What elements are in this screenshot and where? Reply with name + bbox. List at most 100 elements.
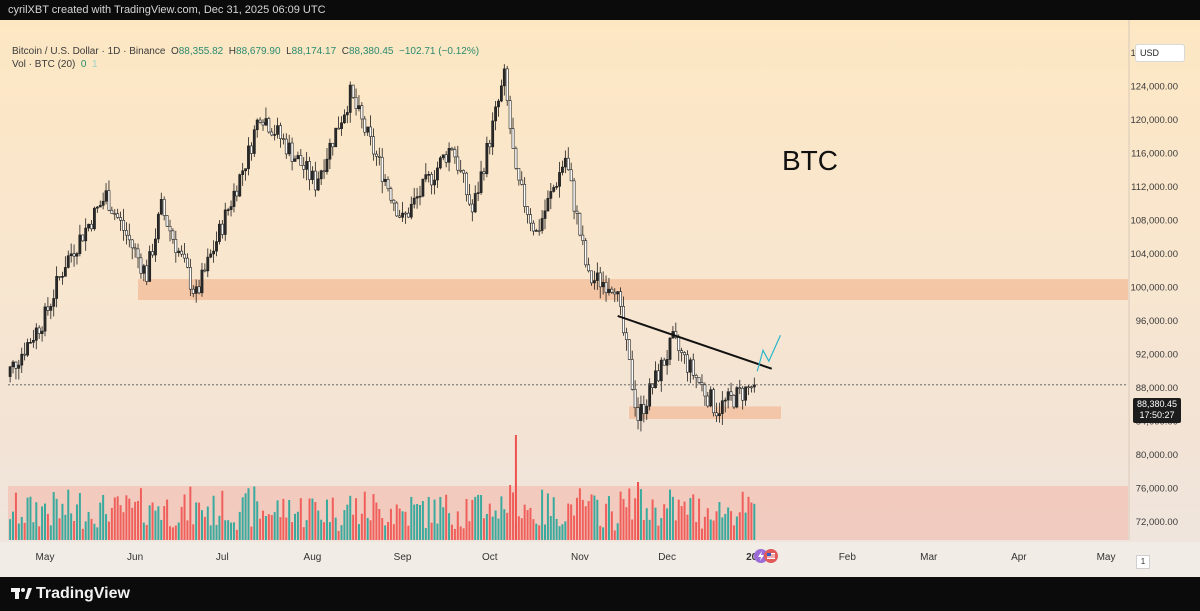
candle-body: [72, 253, 76, 257]
volume-bar: [253, 486, 256, 540]
candle-body: [345, 112, 349, 116]
candle-body: [732, 395, 736, 408]
candle-body: [636, 407, 640, 421]
candle-body: [279, 125, 282, 139]
candle-body: [456, 156, 460, 171]
volume-bar: [267, 514, 270, 540]
volume-bar: [285, 517, 288, 540]
volume-bar: [70, 513, 73, 540]
projection-path: [756, 334, 782, 372]
volume-bar: [622, 498, 625, 540]
candle-body: [354, 97, 358, 110]
candle-body: [715, 412, 718, 417]
volume-bar: [459, 526, 462, 540]
candle-body: [561, 166, 564, 173]
candle-body: [87, 223, 91, 229]
volume-bar: [413, 504, 416, 540]
candle-body: [43, 306, 47, 332]
volume-bar: [549, 515, 552, 540]
candle-body: [712, 389, 716, 414]
currency-label[interactable]: USD: [1135, 44, 1185, 62]
volume-bar: [110, 507, 113, 540]
candle-body: [723, 399, 727, 402]
candle-body: [232, 190, 236, 207]
candle-body: [424, 174, 428, 180]
volume-bar: [439, 496, 442, 540]
volume-bar: [122, 512, 125, 540]
volume-bar: [433, 499, 436, 540]
candle-body: [343, 114, 346, 124]
candle-body: [517, 167, 521, 181]
volume-bar: [73, 520, 76, 540]
candle-body: [351, 84, 355, 98]
x-tick-label: May: [36, 552, 55, 563]
volume-bar: [512, 492, 515, 540]
x-tick-label: Feb: [839, 552, 857, 563]
volume-bar: [741, 491, 744, 540]
chart-area[interactable]: 72,000.0076,000.0080,000.0084,000.0088,0…: [0, 20, 1200, 577]
candle-body: [444, 154, 448, 163]
volume-bar: [424, 528, 427, 540]
volume-bar: [730, 511, 733, 540]
high-value: 88,679.90: [236, 46, 281, 57]
volume-bar: [689, 498, 692, 540]
candle-body: [23, 353, 27, 356]
volume-bar: [378, 508, 381, 540]
candle-body: [159, 199, 163, 215]
candle-body: [273, 134, 277, 136]
candle-body: [741, 387, 745, 401]
us-flag-icon[interactable]: [764, 549, 778, 563]
candle-body: [389, 188, 393, 201]
candle-body: [677, 337, 681, 351]
volume-bar: [581, 499, 584, 540]
price-chart[interactable]: 72,000.0076,000.0080,000.0084,000.0088,0…: [0, 20, 1200, 577]
volume-bar: [192, 524, 195, 540]
volume-bar: [163, 506, 166, 540]
volume-bar: [84, 521, 87, 540]
scale-mode-button[interactable]: 1: [1136, 555, 1150, 569]
event-markers[interactable]: [754, 549, 788, 565]
candle-body: [468, 194, 471, 205]
y-tick-label: 92,000.00: [1136, 350, 1178, 361]
volume-bar: [538, 525, 541, 540]
candle-body: [386, 178, 390, 189]
volume-bar: [215, 524, 218, 540]
volume-bar: [535, 523, 538, 540]
volume-bar: [666, 508, 669, 540]
volume-bar: [744, 512, 747, 540]
volume-bar: [360, 513, 363, 540]
volume-bar: [166, 499, 169, 540]
y-tick-label: 80,000.00: [1136, 450, 1178, 461]
candle-body: [235, 190, 239, 197]
candle-body: [11, 361, 15, 368]
candle-body: [485, 143, 489, 175]
volume-bar: [404, 511, 407, 540]
volume-bar: [544, 524, 547, 540]
volume-bar: [131, 507, 134, 540]
candle-body: [659, 359, 663, 382]
volume-bar: [238, 511, 241, 540]
candle-body: [261, 121, 265, 126]
candle-body: [691, 359, 695, 376]
candle-body: [436, 167, 439, 181]
volume-bar: [334, 517, 337, 540]
volume-bar: [607, 496, 610, 540]
volume-bar: [346, 504, 349, 540]
candle-body: [488, 143, 492, 148]
descending-trendline: [617, 315, 773, 370]
candle-body: [720, 400, 724, 414]
candle-body: [531, 222, 535, 232]
volume-bar: [474, 496, 477, 540]
candle-body: [479, 171, 483, 193]
candle-body: [293, 158, 297, 162]
volume-label: Vol · BTC (20): [12, 59, 76, 70]
candle-body: [49, 306, 53, 311]
volume-bar: [323, 522, 326, 540]
candle-body: [520, 179, 524, 185]
volume-bar: [561, 524, 564, 540]
volume-bar: [616, 523, 619, 540]
volume-bar: [732, 525, 735, 540]
candle-body: [305, 161, 309, 170]
candle-body: [93, 207, 96, 230]
candle-body: [40, 330, 44, 334]
